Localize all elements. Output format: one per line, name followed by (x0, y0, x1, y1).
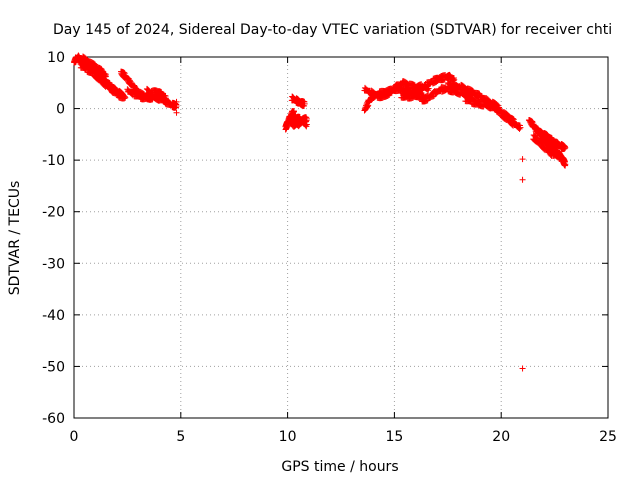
x-tick-label: 0 (70, 429, 79, 445)
data-point (122, 94, 129, 101)
data-point (519, 365, 526, 372)
y-axis-label: SDTVAR / TECUs (7, 181, 23, 296)
data-point (103, 73, 110, 80)
data-point (303, 121, 310, 128)
y-tick-label: 0 (56, 102, 65, 118)
x-axis-label: GPS time / hours (281, 459, 398, 475)
data-point (173, 109, 180, 116)
y-tick-label: -40 (42, 308, 65, 324)
data-points (71, 52, 569, 372)
data-point (517, 124, 524, 131)
data-point (162, 95, 169, 102)
x-tick-label: 10 (279, 429, 297, 445)
x-tick-label: 15 (385, 429, 403, 445)
x-tick-label: 5 (176, 429, 185, 445)
data-point (173, 98, 180, 105)
grid-lines (74, 57, 608, 418)
data-point (519, 176, 526, 183)
data-point (519, 156, 526, 163)
data-point (560, 155, 567, 162)
y-tick-label: -10 (42, 153, 65, 169)
y-tick-label: 10 (47, 50, 65, 66)
axes: 0 5 10 15 20 25 10 0 -10 -20 -30 -40 -50 -60 (42, 50, 617, 445)
chart-title: Day 145 of 2024, Sidereal Day-to-day VTE… (53, 22, 612, 38)
y-tick-label: -50 (42, 359, 65, 375)
data-point (301, 100, 308, 107)
x-tick-label: 25 (599, 429, 617, 445)
data-point (562, 161, 569, 168)
data-point (364, 103, 371, 110)
x-tick-label: 20 (492, 429, 510, 445)
y-tick-label: -30 (42, 256, 65, 272)
plot-frame (73, 56, 609, 419)
data-point (365, 102, 372, 109)
y-tick-label: -60 (42, 411, 65, 427)
data-point (562, 144, 569, 151)
y-tick-label: -20 (42, 205, 65, 221)
